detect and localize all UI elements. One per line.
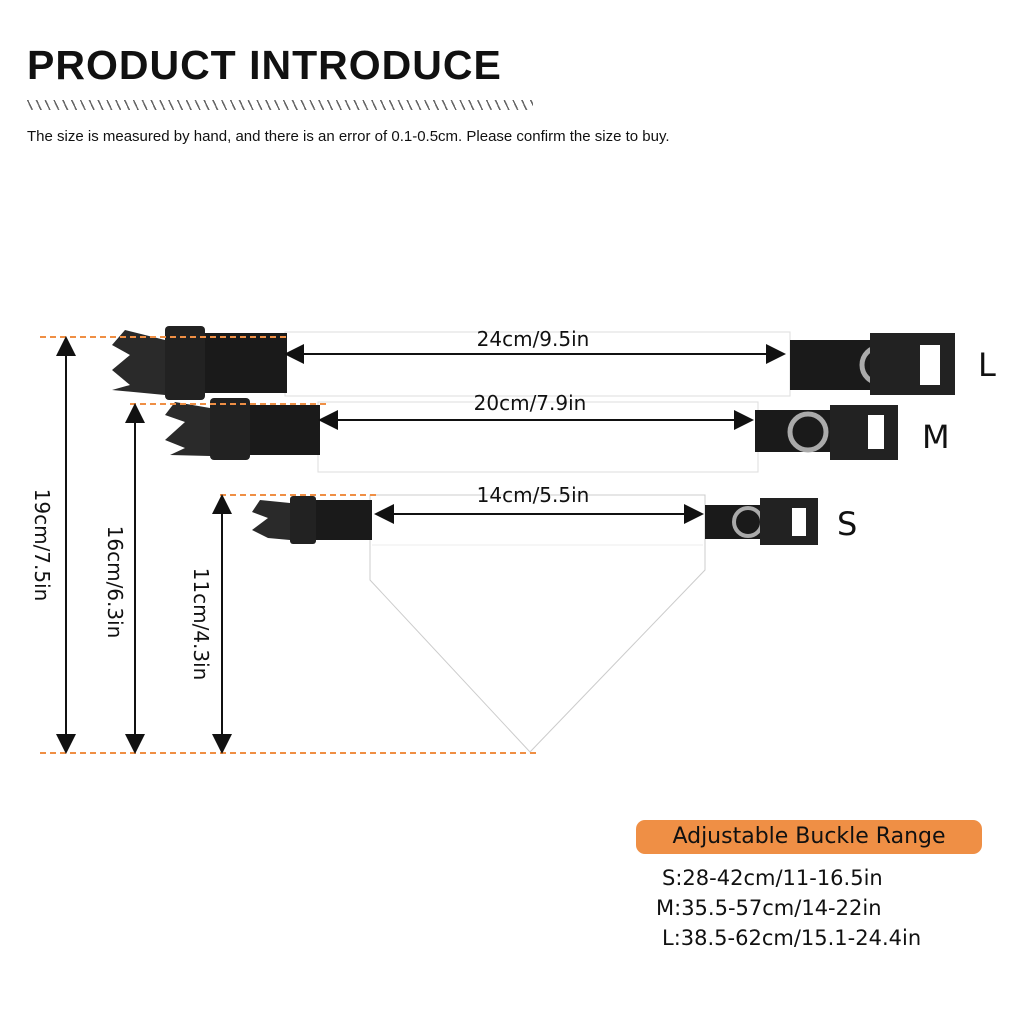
buckle-range-title: Adjustable Buckle Range [636, 820, 982, 854]
bandana-l [284, 331, 791, 397]
height-label-m: 16cm/6.3in [103, 526, 127, 639]
width-label-m: 20cm/7.9in [474, 391, 587, 415]
height-label-l: 19cm/7.5in [30, 489, 54, 602]
range-row-l: L:38.5-62cm/15.1-24.4in [662, 926, 921, 950]
range-row-s: S:28-42cm/11-16.5in [662, 866, 883, 890]
decorative-divider [27, 100, 533, 110]
range-value: :35.5-57cm/14-22in [674, 896, 882, 920]
range-size: L [662, 926, 674, 950]
width-label-s: 14cm/5.5in [477, 483, 590, 507]
page-title: PRODUCT INTRODUCE [27, 42, 502, 88]
collar-strap-m [165, 398, 898, 460]
size-letter-s: S [837, 505, 857, 543]
size-note: The size is measured by hand, and there … [27, 128, 670, 145]
range-value: :38.5-62cm/15.1-24.4in [673, 926, 922, 950]
height-label-s: 11cm/4.3in [189, 568, 213, 681]
width-label-l: 24cm/9.5in [477, 327, 590, 351]
size-letter-l: L [978, 346, 996, 384]
range-size: M [656, 896, 675, 920]
collar-strap-s [252, 496, 818, 545]
range-row-m: M:35.5-57cm/14-22in [656, 896, 882, 920]
range-size: S [662, 866, 676, 890]
bandana-s [369, 494, 706, 753]
size-letter-m: M [922, 418, 950, 456]
collar-strap-l [112, 326, 955, 400]
range-value: :28-42cm/11-16.5in [675, 866, 883, 890]
dimension-arrows [56, 336, 786, 754]
dimension-guides [40, 336, 540, 754]
